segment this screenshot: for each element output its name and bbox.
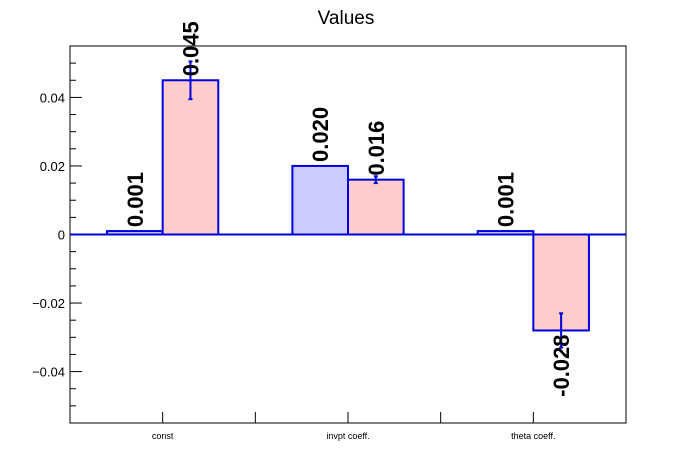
y-tick-label: 0.02: [40, 159, 65, 174]
x-category-label: const: [152, 431, 174, 441]
data-label: 0.001: [494, 172, 519, 227]
x-category-label: invpt coeff.: [326, 431, 369, 441]
data-label: -0.028: [549, 334, 574, 396]
bar: [347, 178, 405, 236]
y-tick-label: 0: [58, 228, 65, 243]
y-tick-label: −0.04: [32, 365, 65, 380]
chart-title: Values: [318, 8, 375, 29]
y-tick-label: 0.04: [40, 90, 65, 105]
y-tick-label: −0.02: [32, 296, 65, 311]
data-label: 0.045: [178, 21, 203, 76]
bar: [291, 164, 349, 236]
x-category-label: theta coeff.: [511, 431, 555, 441]
data-label: 0.016: [364, 121, 389, 176]
bar: [161, 79, 220, 236]
data-label: 0.001: [123, 172, 148, 227]
data-label: 0.020: [308, 107, 333, 162]
